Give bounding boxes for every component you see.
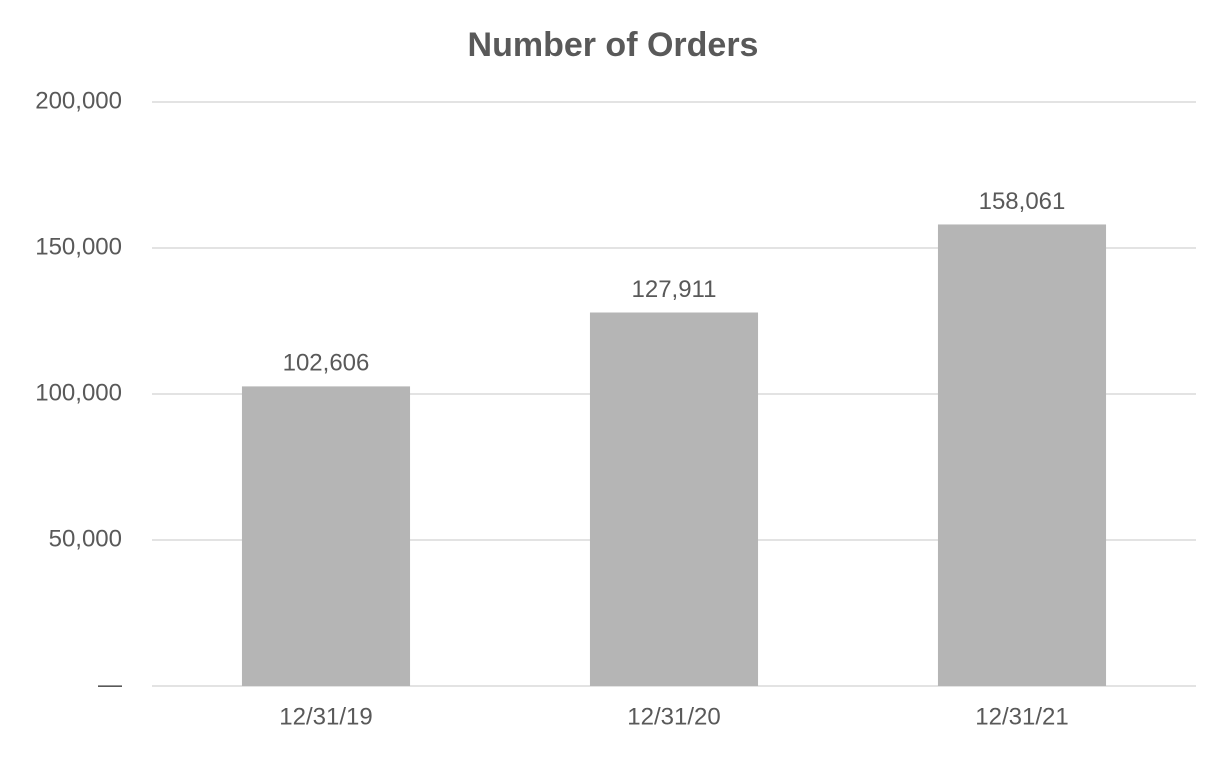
x-tick-label: 12/31/19: [279, 703, 372, 730]
y-tick-label: 50,000: [49, 525, 122, 552]
chart-title: Number of Orders: [468, 26, 759, 64]
value-label: 102,606: [283, 350, 370, 377]
value-label: 158,061: [979, 188, 1066, 215]
y-tick-label: 150,000: [35, 233, 122, 260]
value-label: 127,911: [632, 276, 717, 303]
bar: [937, 224, 1107, 686]
x-tick-label: 12/31/21: [975, 703, 1068, 730]
x-tick-label: 12/31/20: [627, 703, 720, 730]
bar: [241, 386, 411, 686]
y-tick-label: —: [98, 671, 122, 698]
bar: [589, 312, 759, 686]
y-tick-label: 200,000: [35, 87, 122, 114]
y-tick-label: 100,000: [35, 379, 122, 406]
